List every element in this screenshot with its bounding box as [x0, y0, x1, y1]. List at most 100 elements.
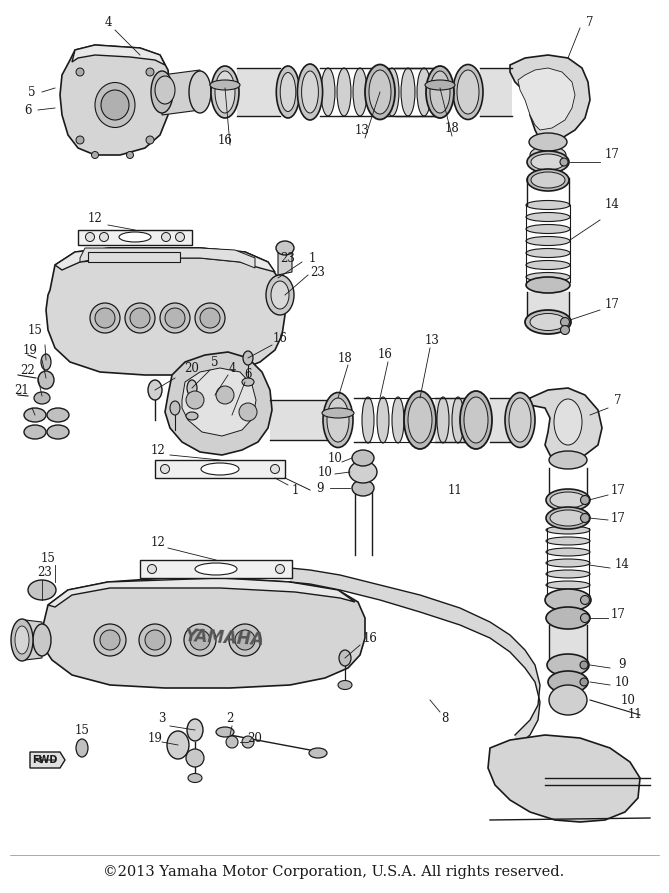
Ellipse shape — [76, 739, 88, 757]
Text: 23: 23 — [310, 265, 325, 279]
Ellipse shape — [546, 607, 590, 629]
Ellipse shape — [160, 303, 190, 333]
Text: 17: 17 — [611, 512, 626, 524]
Ellipse shape — [95, 308, 115, 328]
Text: 17: 17 — [605, 148, 619, 162]
Ellipse shape — [186, 391, 204, 409]
Ellipse shape — [229, 624, 261, 656]
Text: 18: 18 — [445, 121, 460, 135]
Ellipse shape — [505, 393, 535, 447]
Ellipse shape — [76, 136, 84, 144]
Ellipse shape — [417, 68, 431, 116]
Text: 1: 1 — [308, 252, 316, 264]
Polygon shape — [60, 45, 170, 155]
Ellipse shape — [28, 580, 56, 600]
Polygon shape — [182, 368, 256, 436]
Ellipse shape — [525, 310, 571, 334]
Ellipse shape — [581, 496, 589, 505]
Ellipse shape — [526, 237, 570, 246]
Text: 10: 10 — [318, 465, 332, 479]
Ellipse shape — [526, 213, 570, 221]
Text: 22: 22 — [21, 363, 35, 377]
Ellipse shape — [581, 513, 589, 522]
Ellipse shape — [94, 624, 126, 656]
Polygon shape — [527, 292, 569, 320]
Text: 9: 9 — [618, 658, 626, 672]
Ellipse shape — [147, 564, 157, 573]
Ellipse shape — [239, 403, 257, 421]
Text: 1: 1 — [291, 483, 298, 497]
Polygon shape — [140, 560, 292, 578]
Ellipse shape — [184, 624, 216, 656]
Ellipse shape — [425, 80, 455, 90]
Text: 3: 3 — [159, 712, 166, 724]
Text: 7: 7 — [586, 15, 594, 29]
Ellipse shape — [47, 408, 69, 422]
Text: 16: 16 — [363, 631, 377, 645]
Text: 13: 13 — [425, 333, 440, 346]
Ellipse shape — [139, 624, 171, 656]
Polygon shape — [490, 398, 512, 442]
Polygon shape — [78, 230, 192, 245]
Text: 12: 12 — [88, 212, 102, 224]
Ellipse shape — [527, 151, 569, 173]
Ellipse shape — [15, 626, 29, 654]
Ellipse shape — [200, 308, 220, 328]
Ellipse shape — [457, 70, 479, 114]
Ellipse shape — [298, 64, 322, 120]
Ellipse shape — [100, 232, 108, 241]
Ellipse shape — [309, 748, 327, 758]
Ellipse shape — [24, 408, 46, 422]
Ellipse shape — [581, 596, 589, 605]
Polygon shape — [48, 578, 355, 607]
Ellipse shape — [92, 152, 98, 158]
Ellipse shape — [338, 680, 352, 689]
Ellipse shape — [526, 261, 570, 270]
Ellipse shape — [453, 64, 483, 120]
Text: 6: 6 — [244, 369, 252, 381]
Ellipse shape — [422, 397, 434, 443]
Ellipse shape — [550, 510, 586, 526]
Ellipse shape — [327, 398, 349, 442]
Ellipse shape — [242, 378, 254, 386]
Ellipse shape — [11, 619, 33, 661]
Ellipse shape — [34, 392, 50, 404]
Ellipse shape — [546, 570, 590, 578]
Ellipse shape — [90, 303, 120, 333]
Ellipse shape — [187, 380, 197, 396]
Ellipse shape — [280, 72, 296, 112]
Ellipse shape — [407, 397, 419, 443]
Text: 20: 20 — [185, 362, 199, 374]
Ellipse shape — [151, 71, 173, 113]
Ellipse shape — [210, 80, 240, 90]
Ellipse shape — [546, 489, 590, 511]
Ellipse shape — [337, 68, 351, 116]
Ellipse shape — [146, 68, 154, 76]
Text: 9: 9 — [316, 481, 324, 495]
Ellipse shape — [549, 451, 587, 469]
Text: 11: 11 — [448, 483, 462, 497]
Polygon shape — [488, 735, 640, 822]
Ellipse shape — [271, 281, 289, 309]
Ellipse shape — [211, 66, 239, 118]
Text: 23: 23 — [280, 252, 296, 264]
Ellipse shape — [41, 354, 51, 370]
Ellipse shape — [190, 630, 210, 650]
Ellipse shape — [550, 492, 586, 508]
Polygon shape — [549, 625, 587, 660]
Ellipse shape — [546, 526, 590, 534]
Ellipse shape — [321, 68, 335, 116]
Polygon shape — [30, 752, 65, 768]
Ellipse shape — [529, 133, 567, 151]
Text: 20: 20 — [248, 731, 262, 745]
Ellipse shape — [216, 386, 234, 404]
Polygon shape — [270, 400, 330, 440]
Polygon shape — [162, 70, 200, 115]
Ellipse shape — [404, 391, 436, 449]
Ellipse shape — [392, 397, 404, 443]
Ellipse shape — [546, 548, 590, 556]
Polygon shape — [480, 68, 512, 116]
Text: 10: 10 — [621, 694, 636, 706]
Text: FWD: FWD — [32, 755, 58, 765]
Ellipse shape — [33, 624, 51, 656]
